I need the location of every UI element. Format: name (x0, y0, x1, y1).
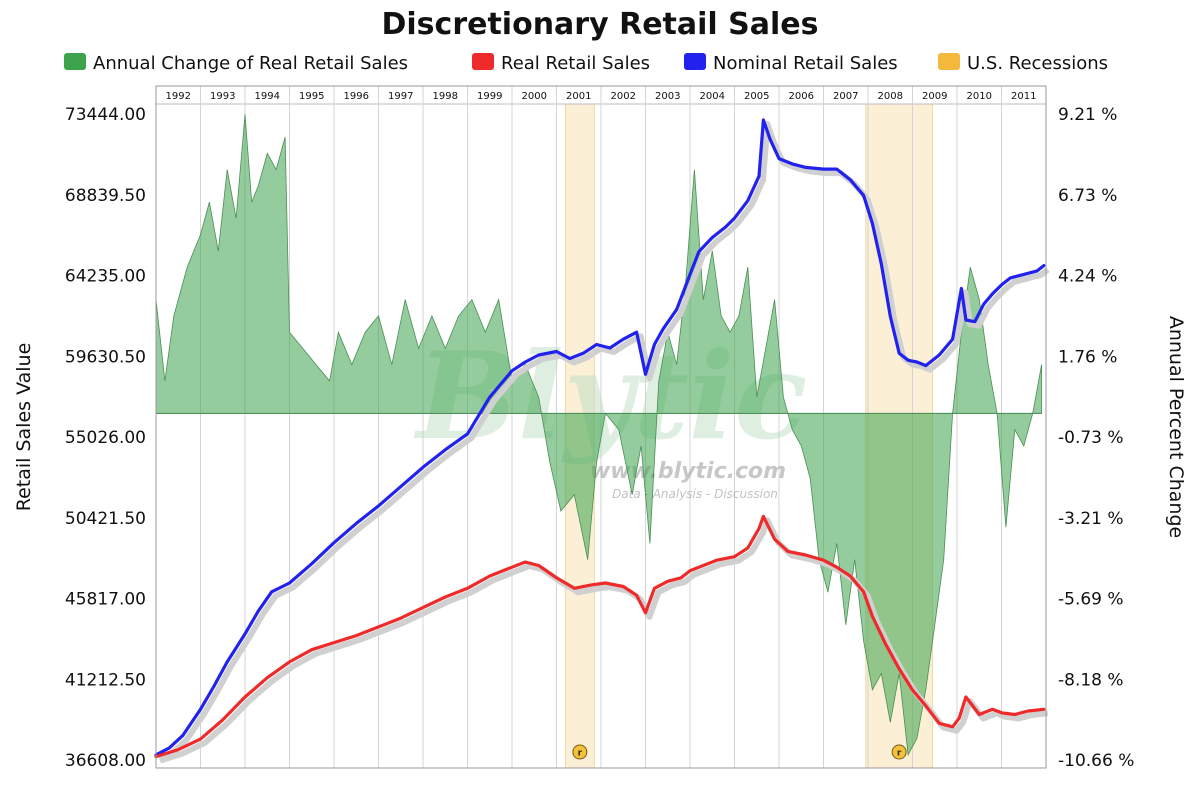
year-label: 2010 (967, 91, 992, 102)
legend-label-nominal: Nominal Retail Sales (713, 53, 898, 74)
legend-item-annual-change: Annual Change of Real Retail Sales (64, 53, 408, 74)
legend-swatch-annual-change (64, 53, 86, 70)
year-label: 1996 (344, 91, 369, 102)
left-tick-label: 68839.50 (65, 186, 146, 206)
year-label: 1997 (388, 91, 413, 102)
legend-label-recessions: U.S. Recessions (967, 53, 1108, 74)
year-label: 2003 (655, 91, 680, 102)
series-lines (154, 118, 1050, 764)
year-label: 2009 (922, 91, 947, 102)
chart-title: Discretionary Retail Sales (382, 7, 819, 42)
annual-change-area (155, 114, 1042, 757)
watermark-url: www.blytic.com (590, 459, 786, 484)
right-tick-label: -5.69 % (1058, 590, 1124, 610)
right-tick-label: 6.73 % (1058, 186, 1117, 206)
year-labels: 1992 1993 1994 1995 1996 1997 1998 1999 2000 2001… (166, 91, 1037, 102)
left-tick-label: 50421.50 (65, 509, 146, 529)
right-tick-label: -0.73 % (1058, 428, 1124, 448)
plot-frame (155, 85, 1047, 769)
legend-swatch-real (472, 53, 494, 70)
right-tick-label: 1.76 % (1058, 347, 1117, 367)
legend-swatch-nominal (684, 53, 706, 70)
recession-marker (891, 744, 907, 760)
legend-label-real: Real Retail Sales (501, 53, 650, 74)
year-label: 2007 (833, 91, 858, 102)
year-label: 2006 (789, 91, 814, 102)
left-tick-label: 64235.00 (65, 267, 146, 287)
recession-marker-label: r (897, 749, 902, 759)
right-tick-label: -10.66 % (1058, 751, 1134, 771)
legend: Annual Change of Real Retail Sales Real … (64, 53, 1108, 74)
left-tick-label: 36608.00 (65, 751, 146, 771)
watermark-tagline: Data - Analysis - Discussion (612, 487, 778, 501)
right-axis-ticks: 9.21 % 6.73 % 4.24 % 1.76 % -0.73 % -3.21 % -5… (1058, 105, 1134, 771)
left-axis-label: Retail Sales Value (13, 343, 35, 512)
annual-change-area-fill (155, 114, 1042, 757)
left-tick-label: 45817.00 (65, 590, 146, 610)
nominal-retail-sales-line (154, 118, 1046, 757)
real-retail-sales-line (154, 514, 1046, 759)
year-label: 1994 (255, 91, 280, 102)
legend-item-recessions: U.S. Recessions (938, 53, 1108, 74)
year-label: 1998 (433, 91, 458, 102)
recession-marker (572, 744, 588, 760)
year-label: 2005 (744, 91, 769, 102)
right-tick-label: 4.24 % (1058, 267, 1117, 287)
year-label: 2008 (878, 91, 903, 102)
left-tick-label: 73444.00 (65, 105, 146, 125)
right-tick-label: 9.21 % (1058, 105, 1117, 125)
year-gridlines (156, 86, 1046, 768)
year-label: 2000 (522, 91, 547, 102)
recession-marker-label: r (578, 749, 583, 759)
year-label: 2001 (566, 91, 591, 102)
legend-label-annual-change: Annual Change of Real Retail Sales (93, 53, 408, 74)
left-tick-label: 41212.50 (65, 670, 146, 690)
legend-swatch-recessions (938, 53, 960, 70)
year-label: 2004 (700, 91, 725, 102)
legend-item-nominal: Nominal Retail Sales (684, 53, 898, 74)
year-label: 1992 (166, 91, 191, 102)
right-tick-label: -3.21 % (1058, 509, 1124, 529)
legend-item-real: Real Retail Sales (472, 53, 650, 74)
year-label: 1995 (299, 91, 324, 102)
right-tick-label: -8.18 % (1058, 670, 1124, 690)
left-tick-label: 59630.50 (65, 347, 146, 367)
nominal-retail-sales-shadow (158, 121, 1050, 762)
year-label: 1999 (477, 91, 502, 102)
year-label: 2002 (611, 91, 636, 102)
right-axis-label: Annual Percent Change (1165, 316, 1187, 538)
year-label: 2011 (1011, 91, 1036, 102)
year-label: 1993 (210, 91, 235, 102)
left-tick-label: 55026.00 (65, 428, 146, 448)
left-axis-ticks: 73444.00 68839.50 64235.00 59630.50 55026.00… (65, 105, 146, 771)
